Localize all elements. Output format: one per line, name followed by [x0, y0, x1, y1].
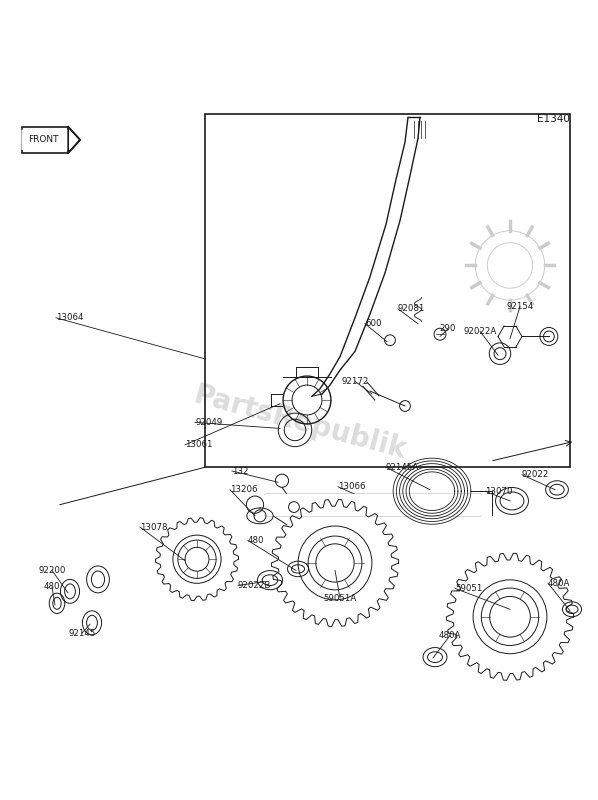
FancyArrow shape: [22, 130, 79, 150]
Text: 92154: 92154: [507, 302, 533, 311]
Text: 92145A: 92145A: [386, 462, 419, 472]
Text: 59051: 59051: [455, 584, 483, 593]
FancyBboxPatch shape: [22, 126, 68, 153]
Text: PartsRepublik: PartsRepublik: [191, 381, 410, 464]
Text: 480A: 480A: [548, 578, 570, 588]
Text: 92022B: 92022B: [238, 581, 271, 590]
Text: 59051A: 59051A: [324, 594, 356, 602]
Text: 290: 290: [440, 325, 456, 334]
Text: 92172: 92172: [341, 377, 369, 386]
Text: 132: 132: [232, 466, 249, 475]
Polygon shape: [68, 126, 80, 153]
Text: 92022: 92022: [522, 470, 550, 479]
Text: FRONT: FRONT: [28, 135, 59, 144]
Text: 13064: 13064: [56, 314, 84, 322]
Text: 92022A: 92022A: [463, 326, 496, 336]
Text: E1340: E1340: [537, 114, 570, 125]
Text: 480A: 480A: [439, 631, 461, 640]
Text: 480: 480: [44, 582, 60, 591]
Text: 13206: 13206: [230, 485, 258, 494]
Text: 600: 600: [365, 319, 382, 328]
Text: 480: 480: [248, 536, 264, 545]
Text: 13066: 13066: [338, 482, 365, 491]
Text: 13070: 13070: [485, 486, 512, 496]
Text: 13078: 13078: [140, 522, 167, 531]
Bar: [205, 114, 570, 467]
Text: 92200: 92200: [38, 566, 66, 575]
Text: 92049: 92049: [195, 418, 222, 427]
Text: 92145: 92145: [68, 629, 96, 638]
Text: 13061: 13061: [185, 440, 212, 450]
Text: 92081: 92081: [398, 304, 425, 314]
